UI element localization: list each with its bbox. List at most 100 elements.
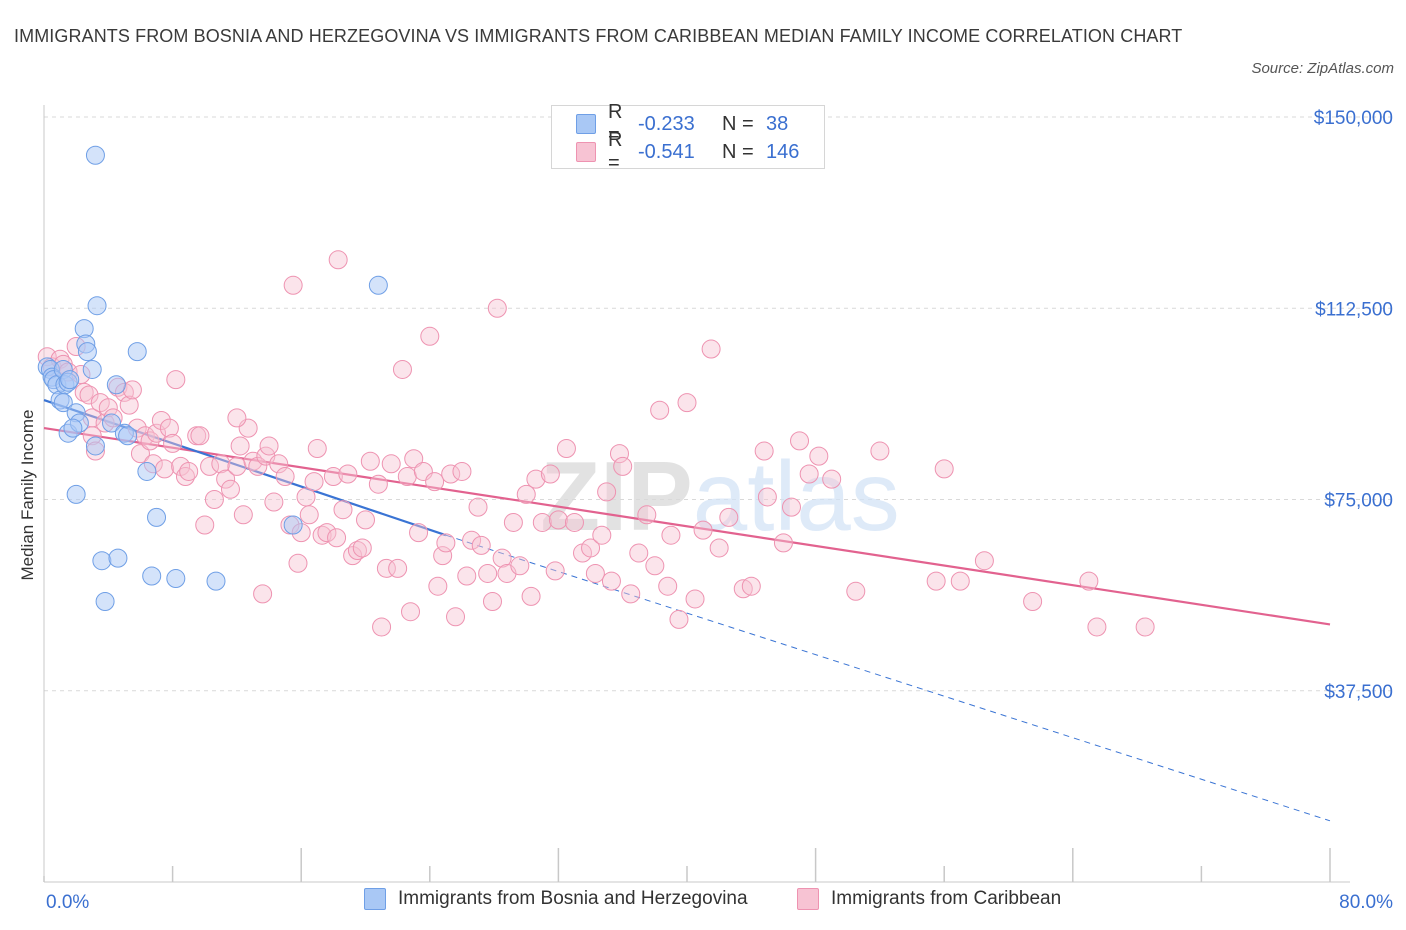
- n-value: 146: [766, 140, 800, 163]
- caribbean-point: [733, 579, 753, 599]
- caribbean-point: [478, 563, 498, 583]
- bosnia-point: [60, 370, 80, 390]
- caribbean-point: [288, 553, 308, 573]
- caribbean-point: [613, 456, 633, 476]
- caribbean-point: [693, 520, 713, 540]
- caribbean-point: [597, 482, 617, 502]
- caribbean-point: [564, 512, 584, 532]
- caribbean-point: [846, 581, 866, 601]
- caribbean-point: [457, 566, 477, 586]
- caribbean-point: [926, 571, 946, 591]
- caribbean-point: [409, 523, 429, 543]
- r-value: -0.233: [638, 112, 695, 135]
- caribbean-point: [637, 505, 657, 525]
- bosnia-point: [102, 413, 122, 433]
- caribbean-point: [621, 584, 641, 604]
- caribbean-point: [312, 525, 332, 545]
- caribbean-point: [140, 431, 160, 451]
- caribbean-point: [556, 439, 576, 458]
- caribbean-point: [428, 576, 448, 596]
- caribbean-point: [190, 426, 210, 446]
- caribbean-point: [147, 423, 167, 443]
- caribbean-point: [581, 538, 601, 558]
- caribbean-point: [809, 446, 829, 466]
- caribbean-point: [629, 543, 649, 563]
- caribbean-point: [471, 535, 491, 555]
- y-tick-labels: $37,500 $75,000 $112,500 $150,000: [1314, 108, 1393, 703]
- axes: [43, 105, 1350, 883]
- caribbean-point: [264, 492, 284, 512]
- caribbean-point: [388, 558, 408, 578]
- caribbean-point: [503, 512, 523, 532]
- caribbean-point: [74, 382, 94, 402]
- caribbean-point: [487, 298, 507, 318]
- caribbean-point: [609, 444, 629, 464]
- legend-row-caribbean: R = -0.541 N = 146: [576, 129, 800, 174]
- caribbean-point: [1079, 571, 1099, 591]
- bosnia-point: [85, 145, 105, 165]
- caribbean-points: [37, 250, 1155, 637]
- caribbean-point: [227, 456, 247, 476]
- grid-lines: [44, 116, 1393, 692]
- caribbean-point: [545, 561, 565, 581]
- caribbean-point: [269, 454, 289, 474]
- caribbean-point: [283, 275, 303, 295]
- caribbean-point: [360, 451, 380, 471]
- legend-label-bosnia: Immigrants from Bosnia and Herzegovina: [398, 888, 748, 909]
- caribbean-point: [870, 441, 890, 461]
- caribbean-point: [317, 523, 337, 543]
- x-tick-label-max: 80.0%: [1339, 892, 1393, 913]
- caribbean-point: [433, 546, 453, 566]
- bosnia-point: [106, 375, 126, 395]
- y-tick-label: $75,000: [1324, 491, 1393, 512]
- caribbean-point: [790, 431, 810, 451]
- caribbean-point: [155, 459, 175, 479]
- caribbean-point: [548, 510, 568, 530]
- caribbean-point: [381, 454, 401, 474]
- caribbean-point: [304, 472, 324, 492]
- caribbean-point: [333, 500, 353, 520]
- caribbean-point: [482, 592, 502, 611]
- caribbean-point: [392, 359, 412, 379]
- caribbean-point: [436, 533, 456, 553]
- bosnia-point: [108, 548, 128, 568]
- bosnia-point: [127, 342, 147, 362]
- caribbean-point: [492, 548, 512, 568]
- caribbean-point: [773, 533, 793, 553]
- caribbean-point: [1135, 617, 1155, 637]
- caribbean-point: [540, 464, 560, 484]
- caribbean-point: [754, 441, 774, 461]
- caribbean-point: [645, 556, 665, 576]
- caribbean-point: [175, 467, 195, 487]
- bosnia-point: [283, 515, 303, 535]
- caribbean-point: [220, 479, 240, 499]
- caribbean-point: [352, 538, 372, 558]
- caribbean-point: [275, 467, 295, 487]
- caribbean-point: [1023, 592, 1043, 611]
- caribbean-point: [719, 507, 739, 527]
- bosnia-point: [137, 461, 157, 481]
- y-tick-label: $150,000: [1314, 108, 1393, 129]
- caribbean-point: [701, 339, 721, 359]
- caribbean-point: [79, 385, 99, 405]
- r-value: -0.541: [638, 140, 695, 163]
- caribbean-point: [347, 541, 367, 560]
- caribbean-point: [130, 444, 150, 464]
- caribbean-point: [425, 472, 445, 492]
- caribbean-point: [934, 459, 954, 479]
- y-tick-label: $112,500: [1315, 299, 1393, 320]
- caribbean-point: [420, 326, 440, 346]
- caribbean-point: [601, 571, 621, 591]
- caribbean-point: [510, 556, 530, 576]
- caribbean-point: [592, 525, 612, 545]
- y-axis-label: Median Family Income: [18, 409, 37, 581]
- caribbean-point: [446, 607, 466, 627]
- caribbean-point: [372, 617, 392, 637]
- caribbean-point: [661, 525, 681, 545]
- caribbean-point: [462, 530, 482, 550]
- caribbean-point: [677, 393, 697, 413]
- caribbean-point: [397, 467, 417, 487]
- caribbean-point: [452, 461, 472, 481]
- bosnia-point: [63, 418, 83, 438]
